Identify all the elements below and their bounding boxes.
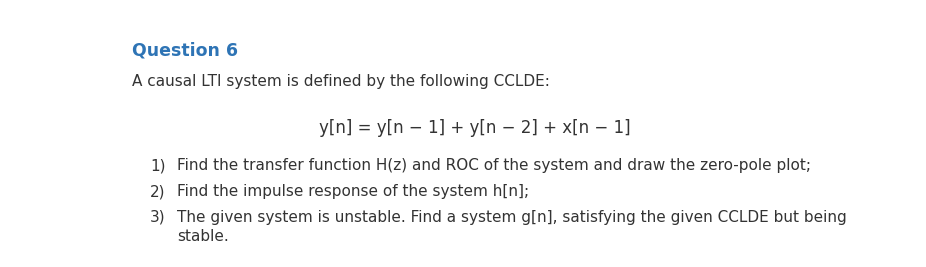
- Text: Find the transfer function H(z) and ROC of the system and draw the zero-pole plo: Find the transfer function H(z) and ROC …: [177, 159, 811, 174]
- Text: The given system is unstable. Find a system g[n], satisfying the given CCLDE but: The given system is unstable. Find a sys…: [177, 210, 846, 225]
- Text: y[n] = y[n − 1] + y[n − 2] + x[n − 1]: y[n] = y[n − 1] + y[n − 2] + x[n − 1]: [319, 119, 631, 138]
- Text: 3): 3): [150, 210, 166, 225]
- Text: 2): 2): [150, 184, 166, 199]
- Text: Question 6: Question 6: [131, 41, 238, 59]
- Text: stable.: stable.: [177, 229, 229, 244]
- Text: A causal LTI system is defined by the following CCLDE:: A causal LTI system is defined by the fo…: [131, 74, 549, 89]
- Text: Find the impulse response of the system h[n];: Find the impulse response of the system …: [177, 184, 529, 199]
- Text: 1): 1): [150, 159, 166, 174]
